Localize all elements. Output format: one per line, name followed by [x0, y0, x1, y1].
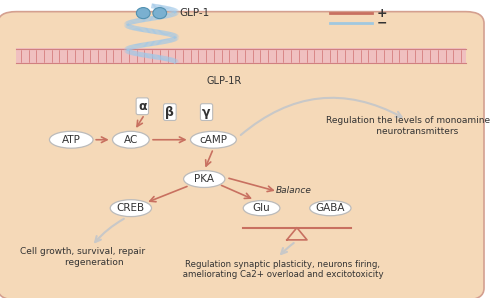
Text: γ: γ — [202, 105, 211, 119]
Text: Cell growth, survival, repair
        regeneration: Cell growth, survival, repair regenerati… — [20, 247, 146, 267]
Ellipse shape — [136, 7, 150, 19]
Text: CREB: CREB — [117, 203, 145, 213]
Text: β: β — [166, 105, 174, 119]
Ellipse shape — [153, 7, 166, 19]
Text: −: − — [376, 17, 386, 30]
Text: Glu: Glu — [252, 203, 270, 213]
Text: α: α — [138, 100, 146, 113]
Text: cAMP: cAMP — [200, 135, 228, 145]
Ellipse shape — [190, 131, 236, 148]
Text: ATP: ATP — [62, 135, 80, 145]
Text: PKA: PKA — [194, 174, 214, 184]
Ellipse shape — [184, 170, 225, 187]
Text: Regulation the levels of monoamine
      neurotransmitters: Regulation the levels of monoamine neuro… — [326, 117, 490, 136]
Text: Balance: Balance — [276, 186, 312, 195]
Ellipse shape — [50, 131, 93, 148]
Text: Regulation synaptic plasticity, neurons firing,
 ameliorating Ca2+ overload and : Regulation synaptic plasticity, neurons … — [180, 260, 384, 279]
Ellipse shape — [112, 131, 149, 148]
Ellipse shape — [243, 201, 280, 216]
Text: GLP-1R: GLP-1R — [206, 76, 242, 86]
Ellipse shape — [110, 200, 152, 217]
Text: AC: AC — [124, 135, 138, 145]
Text: +: + — [376, 7, 387, 20]
FancyBboxPatch shape — [0, 12, 484, 298]
FancyBboxPatch shape — [16, 48, 466, 64]
Text: GLP-1: GLP-1 — [179, 8, 210, 18]
Ellipse shape — [310, 201, 351, 216]
Text: GABA: GABA — [316, 203, 345, 213]
